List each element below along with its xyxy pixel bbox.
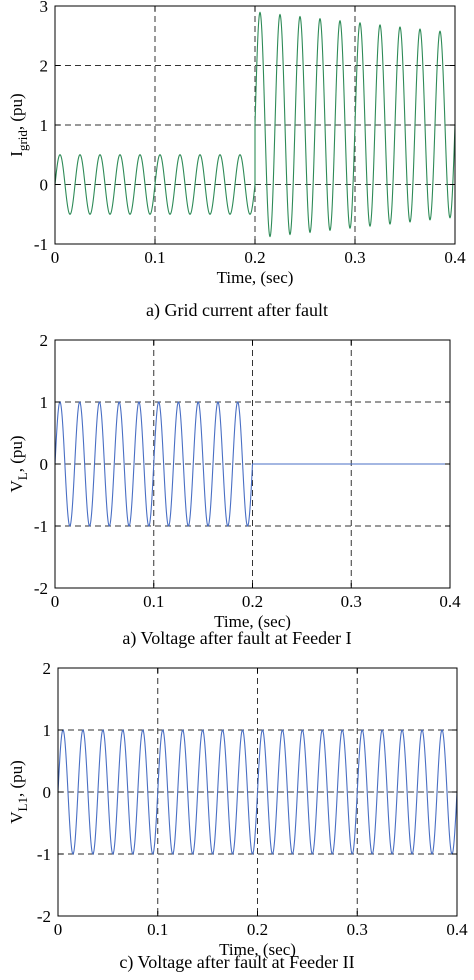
chart-panel-voltage-feeder-1: 0 0.1 0.2 0.3 0.4 -2 -1 0 1 2 Time, (sec) VL, (pu) … xyxy=(0,330,474,656)
y-tick-label: -1 xyxy=(34,235,48,254)
chart-panel-voltage-feeder-2: 0 0.1 0.2 0.3 0.4 -2 -1 0 1 2 Time, (sec) VL1, (pu)… xyxy=(0,656,474,980)
y-tick-label: -2 xyxy=(37,907,51,926)
y-axis-label: VL, (pu) xyxy=(7,435,30,492)
y-tick-label: -1 xyxy=(34,517,48,536)
y-tick-label: 0 xyxy=(40,455,49,474)
x-tick-label: 0.2 xyxy=(244,248,265,267)
y-axis-label: VL1, (pu) xyxy=(7,760,30,824)
y-tick-label: 2 xyxy=(43,659,52,678)
series-line xyxy=(54,401,450,527)
y-tick-label: 0 xyxy=(40,176,49,195)
chart-caption: a) Voltage after fault at Feeder I xyxy=(122,628,352,648)
x-tick-label: 0.2 xyxy=(247,920,268,939)
series-line xyxy=(54,11,456,238)
x-tick-label: 0.2 xyxy=(242,592,263,611)
y-tick-label: 0 xyxy=(43,783,52,802)
x-tick-label: 0.4 xyxy=(444,248,466,267)
chart-caption: c) Voltage after fault at Feeder II xyxy=(119,952,355,972)
x-tick-label: 0 xyxy=(51,592,60,611)
y-tick-label: 2 xyxy=(40,331,49,350)
x-axis-label: Time, (sec) xyxy=(219,940,296,959)
x-tick-label: 0.3 xyxy=(341,592,362,611)
y-tick-label: 1 xyxy=(40,393,49,412)
y-axis-label: Igrid, (pu) xyxy=(7,93,30,156)
x-tick-label: 0 xyxy=(54,920,63,939)
y-tick-label: 2 xyxy=(40,57,49,76)
chart-panel-grid-current: 0 0.1 0.2 0.3 0.4 -1 0 1 2 3 Time, (sec) Igrid, (pu… xyxy=(0,0,474,330)
y-tick-label: 3 xyxy=(40,0,49,16)
series-line xyxy=(57,729,458,855)
x-tick-label: 0.4 xyxy=(446,920,468,939)
chart-svg-voltage-feeder-1: 0 0.1 0.2 0.3 0.4 -2 -1 0 1 2 Time, (sec) VL, (pu) xyxy=(7,331,461,631)
x-axis-label: Time, (sec) xyxy=(214,612,291,631)
x-tick-label: 0.4 xyxy=(439,592,461,611)
x-tick-label: 0.3 xyxy=(347,920,368,939)
chart-caption: a) Grid current after fault xyxy=(146,300,328,320)
x-tick-label: 0 xyxy=(51,248,60,267)
x-tick-label: 0.3 xyxy=(344,248,365,267)
x-axis-label: Time, (sec) xyxy=(217,268,294,287)
y-tick-label: -2 xyxy=(34,579,48,598)
chart-svg-voltage-feeder-2: 0 0.1 0.2 0.3 0.4 -2 -1 0 1 2 Time, (sec) VL1, (pu) xyxy=(7,659,468,959)
x-tick-label: 0.1 xyxy=(143,592,164,611)
y-tick-label: 1 xyxy=(40,116,49,135)
y-tick-label: 1 xyxy=(43,721,52,740)
x-tick-label: 0.1 xyxy=(147,920,168,939)
x-tick-label: 0.1 xyxy=(144,248,165,267)
y-tick-label: -1 xyxy=(37,845,51,864)
